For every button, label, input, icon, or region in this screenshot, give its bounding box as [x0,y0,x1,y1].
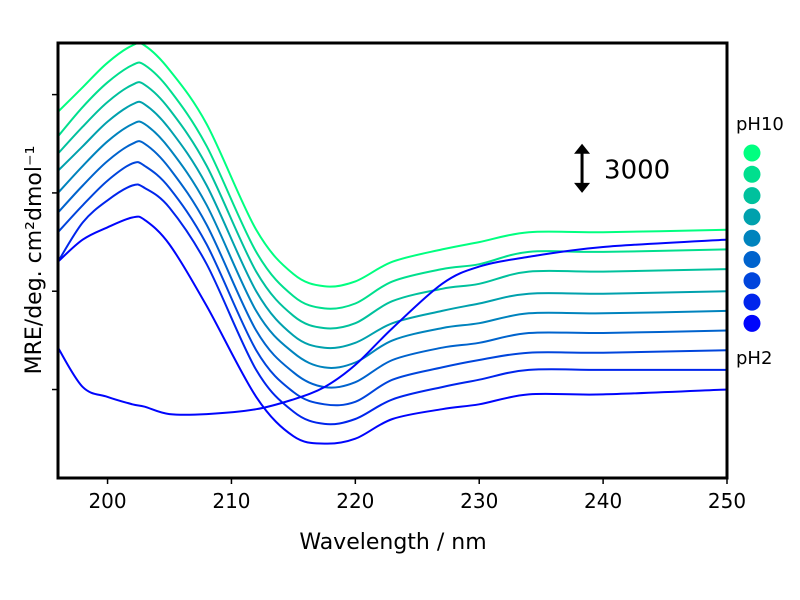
arrow-up-icon [574,143,591,154]
series-line-6 [58,140,727,389]
scale-bar: 3000 [574,143,670,193]
legend-bottom-label: pH2 [736,348,772,369]
x-tick-label: 220 [336,489,374,513]
legend-top-label: pH10 [736,114,784,135]
legend-dot [743,272,761,290]
legend-dot [743,293,761,311]
x-axis-ticks: 200 210 220 230 240 250 [88,478,746,513]
plot-frame [56,41,729,480]
y-axis-label: MRE/deg. cm²dmol⁻¹ [22,146,47,375]
legend: pH10 pH2 [736,114,784,369]
x-axis-label: Wavelength / nm [299,530,486,555]
x-tick-label: 210 [212,489,250,513]
x-tick-label: 250 [708,489,746,513]
series-line-7 [58,161,727,407]
x-tick-label: 240 [584,489,622,513]
series-lines [58,43,727,445]
scale-bar-label: 3000 [604,155,670,185]
legend-dot [743,144,761,162]
series-line-8 [58,183,727,426]
series-line-4 [58,100,727,350]
legend-dot [743,208,761,226]
legend-dot [743,314,761,332]
arrow-down-icon [574,182,591,193]
legend-dot [743,251,761,268]
legend-dot [743,229,761,247]
legend-dot [743,187,761,205]
series-line-3 [58,81,727,330]
legend-color-dots [743,144,761,332]
y-axis-ticks [52,93,58,391]
series-line-5 [58,120,727,369]
series-line-10 [58,238,727,416]
series-line-9 [58,215,727,445]
series-line-1 [58,43,727,288]
legend-dot [743,165,761,183]
series-line-2 [58,61,727,310]
x-tick-label: 230 [460,489,498,513]
x-tick-label: 200 [88,489,126,513]
